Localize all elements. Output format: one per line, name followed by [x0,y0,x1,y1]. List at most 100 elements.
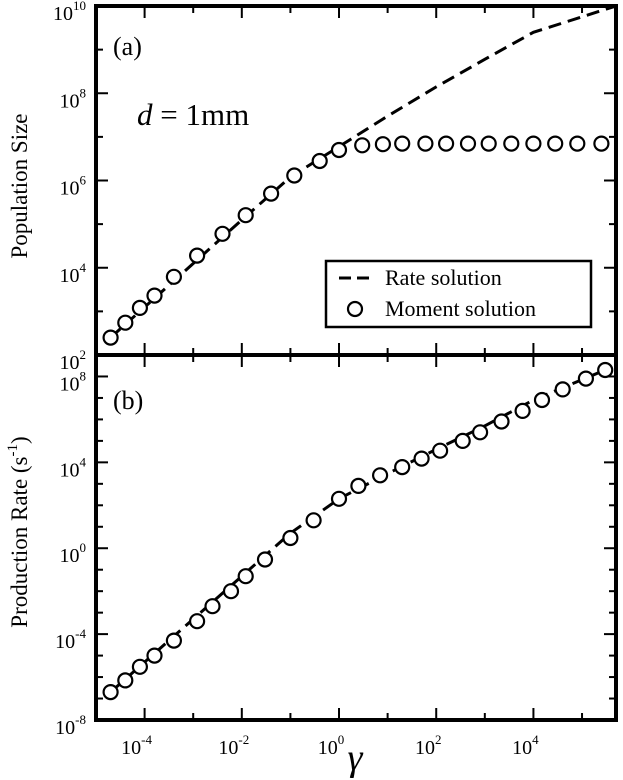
moment-solution-point [493,413,510,430]
y-tick-label-base: 10 [60,178,80,200]
panel-b-ylabel-end: ) [7,436,32,444]
panel-a-annotation: d = 1mm [137,97,249,132]
moment-solution-point [165,268,182,285]
y-tick-label-exp: 8 [80,368,87,383]
x-tick-label-exp: -2 [238,732,249,747]
panel-b-label: (b) [113,386,143,415]
moment-solution-point [514,402,531,419]
panel-b-ylabel-main: Production Rate (s [7,456,32,627]
y-tick-label-exp: 2 [80,347,87,362]
moment-solution-point [354,137,371,154]
y-tick-label-exp: 8 [80,85,87,100]
x-tick-label: 10-4 [121,732,152,759]
y-tick-label-base: 10 [60,373,80,395]
moment-solution-point [237,568,254,585]
moment-solution-point [459,135,477,152]
panel-b-ylabel: Production Rate (s-1) [5,436,32,627]
moment-solution-point [432,442,449,459]
moment-solution-point [480,135,497,152]
y-tick-label-exp: 4 [80,260,87,275]
legend: Rate solution Moment solution [324,259,593,329]
y-tick-label-base: 10 [55,717,75,739]
x-tick-label: 10-2 [218,732,249,759]
x-tick-label-base: 10 [415,737,435,759]
y-tick-label: 10-4 [55,626,86,653]
annotation-value: = 1mm [153,97,250,132]
moment-solution-point [146,647,163,664]
x-tick-label-base: 10 [218,737,238,759]
moment-solution-point [256,551,274,568]
x-tick-label: 100 [318,732,345,759]
x-tick-label-exp: -4 [141,732,152,747]
panel-b-frame [94,353,618,722]
moment-solution-point [554,381,571,398]
moment-solution-point [394,459,411,476]
x-tick-label-exp: 0 [338,732,345,747]
moment-solution-point [413,450,430,467]
moment-solution-point [117,314,134,331]
moment-solution-point [533,391,551,409]
y-tick-label-exp: 10 [73,0,86,13]
annotation-variable: d [137,97,153,132]
moment-solution-point [102,329,119,346]
x-tick-label-exp: 4 [532,732,539,747]
rate-solution-line [109,368,606,694]
moment-solution-point [417,135,434,152]
moment-solution-point [569,135,586,152]
moment-solution-point [189,247,206,264]
panel-b-ylabel-sup: -1 [5,444,21,457]
moment-solution-point [117,672,134,689]
moment-solution-point [222,583,240,600]
panel-a: (a) d = 1mm Population Size 102104106108… [7,0,618,374]
panel-a-series [102,6,616,346]
moment-solution-point [330,141,348,159]
moment-solution-point [286,167,303,184]
moment-solution-point [577,370,595,387]
y-tick-label-base: 10 [60,265,80,287]
y-tick-label-exp: 0 [80,540,87,555]
x-tick-label-base: 10 [318,737,338,759]
x-tick-label-base: 10 [121,737,141,759]
y-tick-label-exp: -4 [75,626,86,641]
y-tick-label: 102 [60,347,87,374]
moment-solution-point [454,432,471,449]
y-tick-label: 100 [60,540,87,567]
panel-a-label: (a) [113,32,142,61]
y-tick-label-exp: -8 [75,712,86,727]
moment-solution-point [305,512,322,529]
y-tick-label-base: 10 [60,90,80,112]
moment-solution-point [189,613,206,630]
moment-solution-point [374,136,391,153]
y-tick-label-base: 10 [53,3,73,25]
moment-solution-point [330,490,348,507]
moment-solution-point [472,424,489,441]
moment-solution-point [438,135,455,152]
y-tick-label: 108 [60,368,87,395]
y-tick-label-base: 10 [55,631,75,653]
x-tick-label: 104 [512,732,539,759]
legend-circle-marker [346,300,364,318]
legend-entry-moment: Moment solution [385,296,536,321]
moment-solution-point [372,467,389,484]
x-axis-label: γ [348,737,364,779]
moment-solution-point [282,529,299,547]
moment-solution-point [131,658,148,675]
moment-solution-point [102,683,119,701]
x-tick-label-exp: 2 [435,732,442,747]
moment-solution-point [165,632,182,649]
legend-entry-rate: Rate solution [385,265,502,290]
moment-solution-point [311,152,328,170]
panel-b-ticks [95,354,616,721]
moment-solution-point [214,225,231,242]
moment-solution-point [503,135,520,152]
panel-a-ylabel: Population Size [7,113,32,258]
moment-solution-point [593,135,610,152]
panel-b: (b) Production Rate (s-1) γ 10-4 10-2 100 1… [5,353,618,779]
moment-solution-point [263,185,280,202]
y-tick-label-exp: 4 [80,454,87,469]
moment-solution-point [204,598,221,615]
y-tick-label: 104 [60,260,87,287]
y-tick-label: 108 [60,85,87,112]
moment-solution-point [547,135,564,152]
y-tick-label: 10-8 [55,712,86,739]
